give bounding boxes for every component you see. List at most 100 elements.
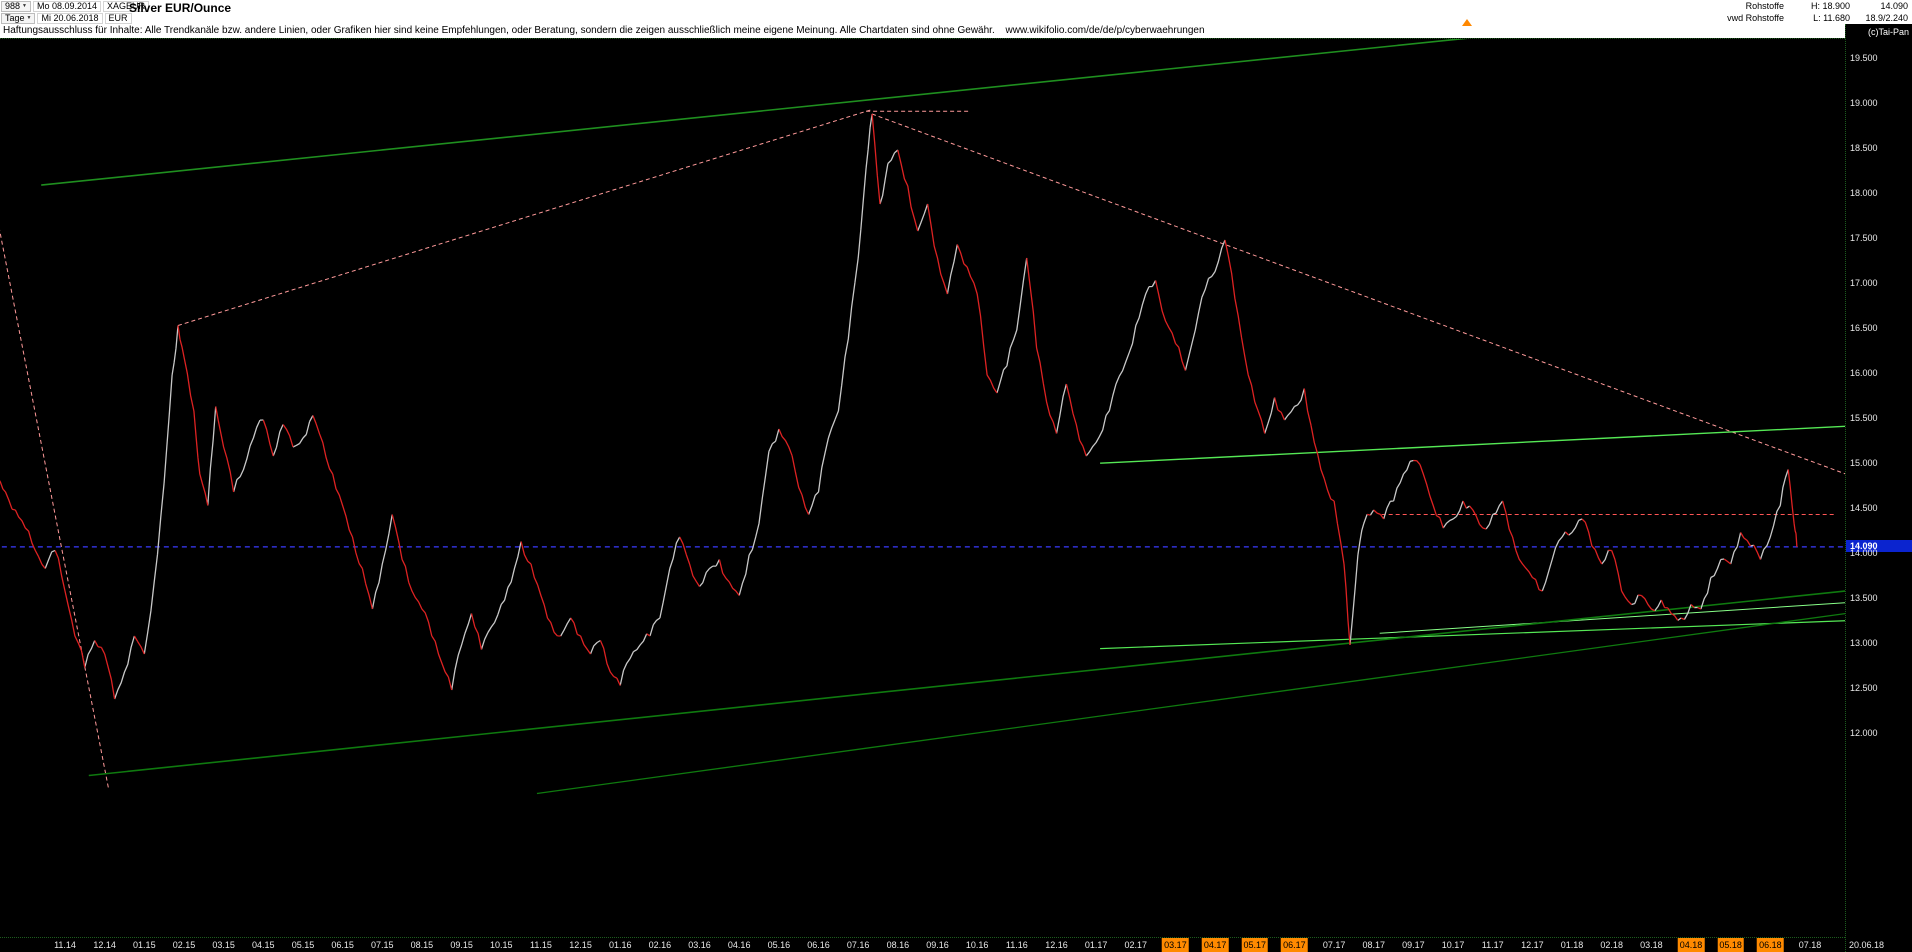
x-axis-label: 06.18: [1757, 938, 1784, 952]
scale-info-label: 18.9/2.240: [1865, 13, 1908, 23]
y-axis-label: 14.500: [1850, 503, 1878, 513]
trend-line-upper-channel: [41, 39, 1468, 186]
x-axis-label: 01.18: [1560, 940, 1584, 950]
y-axis-label: 14.000: [1850, 548, 1878, 558]
x-axis-label: 02.15: [172, 940, 196, 950]
x-axis-label: 06.15: [331, 940, 354, 950]
page-title: Silver EUR/Ounce: [129, 1, 232, 15]
header-right-1: Rohstoffe H: 18.900 14.090: [1654, 1, 1912, 11]
x-axis-label: 09.16: [926, 940, 949, 950]
price-series-up-segments: [44, 113, 1789, 700]
x-axis-label: 06.17: [1281, 938, 1308, 952]
x-axis-label: 05.15: [291, 940, 315, 950]
y-axis-label: 15.500: [1850, 413, 1878, 423]
x-axis-label: 03.18: [1640, 940, 1663, 950]
x-axis-label: 02.18: [1600, 940, 1623, 950]
symbol-field[interactable]: XAGEUR: [103, 0, 150, 12]
trend-line-peak-ascending: [177, 109, 873, 326]
y-axis-label: 19.000: [1850, 98, 1878, 108]
y-axis-label: 16.000: [1850, 368, 1878, 378]
x-axis-label: 11.15: [529, 940, 552, 950]
x-axis-label: 05.16: [767, 940, 791, 950]
y-axis-label: 12.000: [1850, 728, 1878, 738]
y-axis-label: 18.500: [1850, 143, 1878, 153]
last-price-header: 14.090: [1880, 1, 1908, 11]
start-date-field[interactable]: Mo 08.09.2014: [32, 0, 102, 12]
provider-label: Rohstoffe: [1745, 1, 1784, 11]
trend-line-bright-lower-2: [1379, 602, 1845, 634]
x-axis-label: 04.18: [1677, 938, 1705, 952]
x-axis-label: 04.15: [252, 940, 275, 950]
y-axis-label: 13.000: [1850, 638, 1878, 648]
y-axis-label: 19.500: [1850, 53, 1878, 63]
header-row-1: 988 ▼ Mo 08.09.2014 XAGEUR Rohstoffe H: …: [0, 0, 1912, 12]
disclaimer-bar: Haftungsausschluss für Inhalte: Alle Tre…: [0, 24, 1845, 38]
x-axis-label: 11.17: [1481, 940, 1504, 950]
x-axis-label: 08.15: [410, 940, 434, 950]
x-axis-label: 03.17: [1162, 938, 1189, 952]
copyright-label: (c)Tai-Pan: [1867, 27, 1909, 37]
period-dropdown[interactable]: Tage ▼: [1, 12, 36, 24]
trend-line-steep-fan-left: [0, 229, 110, 790]
x-axis-label: 05.17: [1241, 938, 1269, 952]
y-axis-label: 16.500: [1850, 323, 1878, 333]
header-right-2: vwd Rohstoffe L: 11.680 18.9/2.240: [1654, 13, 1912, 23]
trend-line-bright-lower-1: [1100, 620, 1845, 650]
price-chart-svg: [0, 39, 1845, 795]
y-axis-label: 12.500: [1850, 683, 1878, 693]
dropdown-arrow-icon: ▼: [22, 2, 27, 9]
x-axis-label: 02.17: [1124, 940, 1148, 950]
x-axis-label: 09.17: [1402, 940, 1425, 950]
x-axis-label: 07.16: [846, 940, 870, 950]
price-chart[interactable]: [0, 38, 1845, 938]
x-axis-label: 05.18: [1717, 938, 1744, 952]
last-price-badge: 14.090: [1846, 540, 1912, 552]
x-axis-label: 12.15: [569, 940, 592, 950]
x-axis-label: 08.17: [1362, 940, 1385, 950]
x-axis-label: 07.18: [1798, 940, 1822, 950]
x-axis-label: 01.16: [608, 940, 632, 950]
x-axis-label: 07.15: [371, 940, 394, 950]
trend-line-support-long-2: [536, 612, 1845, 795]
y-axis-label: 13.500: [1850, 593, 1878, 603]
x-axis-label: 12.17: [1521, 940, 1544, 950]
disclaimer-text: Haftungsausschluss für Inhalte: Alle Tre…: [3, 25, 995, 36]
y-axis-label: 17.500: [1850, 233, 1878, 243]
x-axis-label: 01.15: [133, 940, 156, 950]
y-axis-label: 18.000: [1850, 188, 1878, 198]
x-axis-label: 04.17: [1201, 938, 1229, 952]
x-axis-label: 10.16: [965, 940, 989, 950]
x-axis-label: 12.16: [1045, 940, 1068, 950]
x-axis-label: 11.16: [1005, 940, 1028, 950]
x-axis-label: 03.16: [688, 940, 711, 950]
period-low-label: L: 11.680: [1813, 13, 1850, 23]
x-axis-label: 10.17: [1441, 940, 1465, 950]
y-axis: (c)Tai-Pan 14.090 20.06.18 19.500 19.000 1…: [1845, 24, 1912, 952]
bars-count-dropdown[interactable]: 988 ▼: [1, 0, 31, 12]
period-high-label: H: 18.900: [1810, 1, 1850, 11]
header-row-2: Tage ▼ Mi 20.06.2018 EUR vwd Rohstoffe L…: [0, 12, 1912, 24]
x-axis-label: 03.15: [212, 940, 235, 950]
x-axis-label: 01.17: [1084, 940, 1108, 950]
trend-line-support-long-1: [88, 590, 1845, 777]
currency-label: EUR: [104, 12, 132, 24]
top-marker-icon: [1462, 19, 1472, 26]
trend-line-bright-upper: [1100, 425, 1845, 464]
dropdown-arrow-icon: ▼: [26, 14, 32, 21]
y-axis-label: 15.000: [1850, 458, 1878, 468]
x-axis-label: 08.16: [886, 940, 910, 950]
bars-count-value: 988: [5, 1, 21, 11]
end-date-field[interactable]: Mi 20.06.2018: [37, 12, 103, 24]
price-series-down-segments: [0, 113, 1798, 700]
trend-line-downtrend-long: [871, 113, 1845, 475]
period-value: Tage: [5, 13, 25, 23]
x-axis-label: 10.15: [489, 940, 513, 950]
provider-feed-label: vwd Rohstoffe: [1727, 13, 1784, 23]
x-axis: 11.14 12.14 01.15 02.15 03.15 04.15 05.15 06.15…: [0, 938, 1845, 952]
x-axis-label: 09.15: [450, 940, 473, 950]
wikifolio-url: www.wikifolio.com/de/de/p/cyberwaehrunge…: [1005, 25, 1205, 36]
x-axis-label: 12.14: [93, 940, 116, 950]
axis-end-date-label: 20.06.18: [1849, 940, 1885, 950]
x-axis-label: 02.16: [648, 940, 672, 950]
x-axis-label: 07.17: [1322, 940, 1346, 950]
